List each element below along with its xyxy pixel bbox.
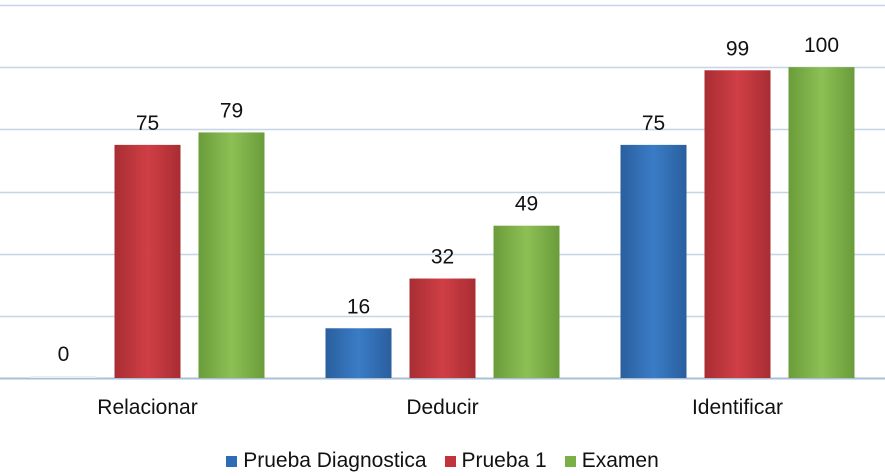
category-labels: Relacionar Deducir Identificar: [97, 396, 783, 419]
bar-prueba-1-identificar[interactable]: [704, 70, 771, 379]
data-labels: 0 75 79 16 32 49 75 99 100: [58, 34, 839, 366]
category-label: Deducir: [406, 396, 478, 419]
bar-examen-identificar[interactable]: [788, 67, 855, 379]
bar-prueba-1-deducir[interactable]: [409, 278, 476, 378]
data-label: 16: [347, 295, 370, 318]
data-label: 75: [642, 112, 665, 135]
data-label: 79: [220, 99, 243, 122]
legend-swatch: [226, 455, 238, 467]
data-label: 100: [804, 34, 839, 57]
category-label: Identificar: [692, 396, 783, 419]
data-label: 49: [515, 193, 538, 216]
legend-swatch: [444, 455, 456, 467]
bar-prueba-diagnostica-identificar[interactable]: [620, 144, 687, 378]
legend-item-prueba-diagnostica[interactable]: Prueba Diagnostica: [226, 449, 427, 473]
bar-examen-relacionar[interactable]: [198, 132, 265, 378]
legend: Prueba Diagnostica Prueba 1 Examen: [0, 446, 885, 476]
legend-label: Prueba Diagnostica: [243, 449, 427, 472]
bars: [30, 67, 855, 379]
bar-prueba-diagnostica-relacionar[interactable]: [30, 376, 97, 378]
bar-chart: 0 75 79 16 32 49 75 99 100 Relacionar Deducir Iden…: [0, 4, 885, 419]
bar-examen-deducir[interactable]: [493, 225, 560, 378]
category-label: Relacionar: [97, 396, 197, 419]
data-label: 0: [58, 343, 70, 366]
bar-prueba-diagnostica-deducir[interactable]: [325, 328, 392, 378]
legend-label: Examen: [581, 449, 659, 472]
data-label: 75: [136, 112, 159, 135]
legend-label: Prueba 1: [461, 449, 547, 472]
legend-item-prueba-1[interactable]: Prueba 1: [444, 449, 547, 473]
legend-item-examen[interactable]: Examen: [564, 449, 659, 473]
bar-prueba-1-relacionar[interactable]: [114, 144, 181, 378]
legend-swatch: [564, 455, 576, 467]
data-label: 32: [431, 246, 454, 269]
data-label: 99: [726, 37, 749, 60]
